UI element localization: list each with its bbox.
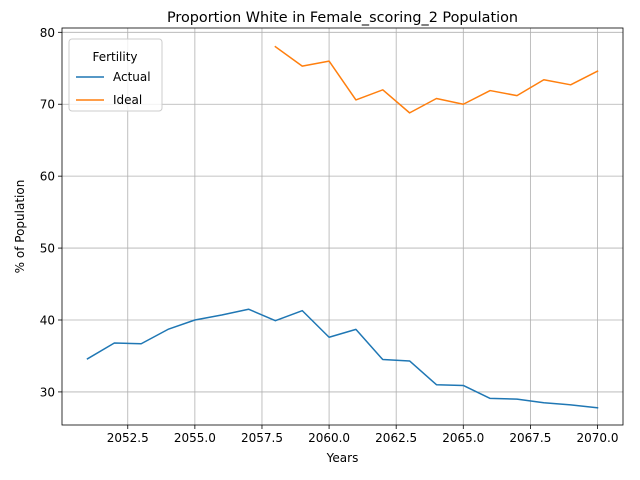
y-tick-label: 50 (40, 242, 55, 256)
ticks: 2052.5 2055.0 2057.5 2060.0 2062.5 2065.0 2067… (40, 26, 619, 445)
x-tick-label: 2057.5 (241, 431, 283, 445)
y-tick-label: 30 (40, 385, 55, 399)
grid (62, 28, 623, 425)
chart-title: Proportion White in Female_scoring_2 Pop… (167, 10, 518, 26)
x-tick-label: 2065.0 (442, 431, 484, 445)
y-tick-label: 60 (40, 170, 55, 184)
legend-label-ideal: Ideal (113, 93, 142, 107)
legend-label-actual: Actual (113, 70, 151, 84)
plot-frame (61, 27, 624, 426)
y-axis-label: % of Population (13, 180, 27, 274)
series-line-ideal (274, 45, 599, 114)
legend: Fertility Actual Ideal (68, 38, 163, 112)
y-tick-label: 70 (40, 98, 55, 112)
series-line-actual (86, 308, 599, 409)
x-tick-label: 2055.0 (174, 431, 216, 445)
x-axis-label: Years (326, 451, 359, 465)
x-tick-label: 2052.5 (107, 431, 149, 445)
x-tick-label: 2060.0 (308, 431, 350, 445)
y-tick-label: 40 (40, 313, 55, 327)
legend-title: Fertility (92, 50, 137, 64)
x-tick-label: 2070.0 (577, 431, 619, 445)
y-tick-label: 80 (40, 26, 55, 40)
x-tick-label: 2067.5 (509, 431, 551, 445)
legend-box (68, 38, 163, 112)
series-lines (86, 45, 599, 409)
x-tick-label: 2062.5 (375, 431, 417, 445)
